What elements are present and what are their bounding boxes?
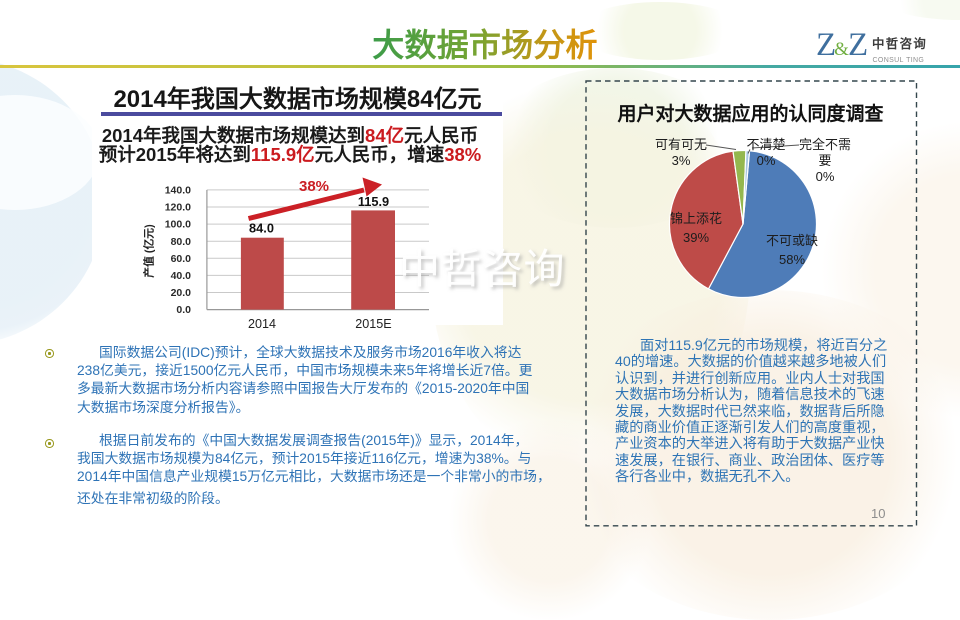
svg-text:产值 (亿元): 产值 (亿元) (142, 224, 156, 278)
svg-text:20.0: 20.0 (171, 287, 192, 299)
svg-text:100.0: 100.0 (165, 219, 191, 231)
svg-text:84.0: 84.0 (249, 221, 274, 236)
svg-text:120.0: 120.0 (165, 202, 191, 214)
svg-text:60.0: 60.0 (171, 253, 192, 265)
svg-text:80.0: 80.0 (171, 236, 192, 248)
svg-text:40.0: 40.0 (171, 270, 192, 282)
svg-text:0.0: 0.0 (176, 304, 191, 316)
svg-text:115.9: 115.9 (358, 194, 389, 209)
svg-text:140.0: 140.0 (165, 185, 191, 197)
svg-text:2014: 2014 (248, 317, 276, 331)
svg-text:2015E: 2015E (355, 317, 391, 331)
svg-text:38%: 38% (299, 178, 329, 195)
